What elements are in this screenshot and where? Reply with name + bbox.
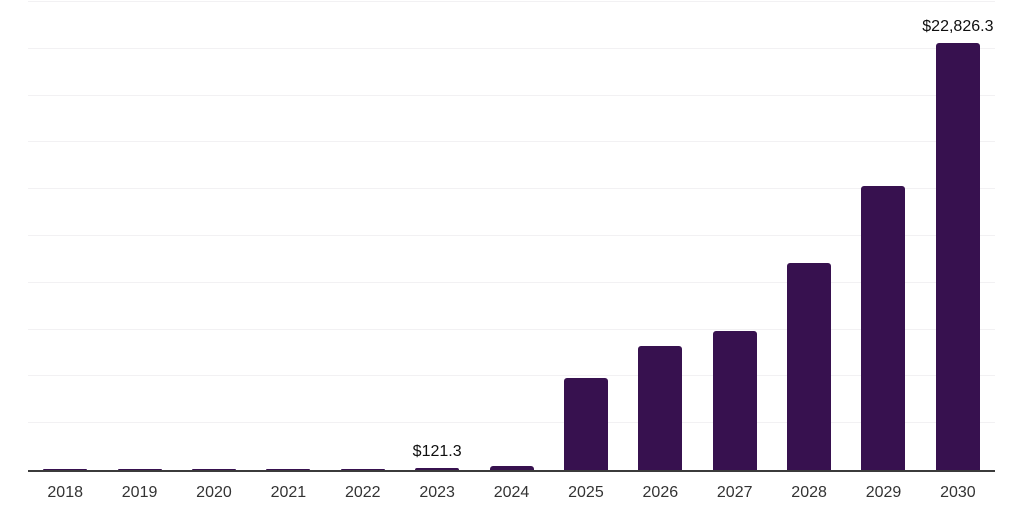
gridline-20000 — [28, 94, 995, 96]
bar-column-2030: $22,826.3 — [921, 2, 995, 470]
bar-2024 — [489, 465, 534, 470]
x-tick-label-2021: 2021 — [270, 484, 307, 501]
x-tick-label-2020: 2020 — [196, 484, 232, 501]
bar-column-2028 — [772, 2, 846, 470]
gridline-12500 — [28, 235, 995, 236]
bars-container: $121.3 $22,826.3 — [28, 2, 995, 470]
bar-2028 — [787, 263, 832, 470]
bar-column-2027 — [698, 2, 772, 470]
bar-column-2029 — [846, 2, 920, 470]
bar-column-2020 — [177, 2, 251, 470]
bar-2020 — [191, 469, 236, 470]
bar-column-2018 — [28, 2, 102, 470]
bar-column-2021 — [251, 2, 325, 470]
gridline-2500 — [28, 422, 995, 424]
x-axis-tick-labels: 2018 2019 2020 2021 2022 2023 2024 2025 2026 2027… — [28, 483, 995, 503]
bar-2021 — [266, 469, 311, 470]
plot-area: $121.3 $22,826.3 — [28, 1, 995, 472]
bar-2023 — [415, 467, 460, 470]
bar-value-label-2023: $121.3 — [412, 442, 462, 460]
bar-2030 — [935, 42, 980, 470]
x-tick-label-2023: 2023 — [419, 484, 455, 501]
bar-2025 — [563, 378, 608, 470]
bar-2019 — [117, 469, 162, 470]
x-tick-label-2029: 2029 — [865, 484, 902, 501]
bar-column-2024 — [474, 2, 548, 470]
bar-column-2025 — [549, 2, 623, 470]
gridline-25000 — [28, 1, 995, 2]
gridline-5000 — [28, 375, 995, 377]
bar-column-2023: $121.3 — [400, 2, 474, 470]
bar-value-label-2030: $22,826.3 — [922, 17, 994, 35]
bar-2026 — [638, 345, 683, 470]
x-tick-label-2019: 2019 — [121, 484, 158, 501]
x-tick-label-2028: 2028 — [791, 484, 827, 501]
bar-2029 — [861, 186, 906, 470]
bar-2027 — [712, 331, 757, 470]
gridline-7500 — [28, 328, 995, 330]
gridline-10000 — [28, 281, 995, 283]
x-tick-label-2018: 2018 — [47, 484, 83, 501]
bar-column-2022 — [326, 2, 400, 470]
x-tick-label-2027: 2027 — [716, 484, 753, 501]
bar-column-2019 — [102, 2, 176, 470]
x-tick-label-2026: 2026 — [642, 484, 679, 501]
gridline-15000 — [28, 188, 995, 190]
x-tick-label-2030: 2030 — [940, 484, 976, 501]
bar-column-2026 — [623, 2, 697, 470]
bar-2018 — [43, 469, 88, 470]
x-tick-label-2022: 2022 — [344, 484, 381, 501]
gridline-17500 — [28, 141, 995, 143]
x-tick-label-2024: 2024 — [493, 484, 530, 501]
bar-2022 — [340, 468, 385, 470]
gridline-22500 — [28, 47, 995, 49]
x-tick-label-2025: 2025 — [568, 484, 604, 501]
